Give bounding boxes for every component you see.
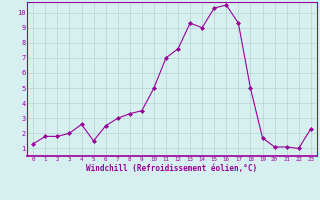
X-axis label: Windchill (Refroidissement éolien,°C): Windchill (Refroidissement éolien,°C) (86, 164, 258, 173)
